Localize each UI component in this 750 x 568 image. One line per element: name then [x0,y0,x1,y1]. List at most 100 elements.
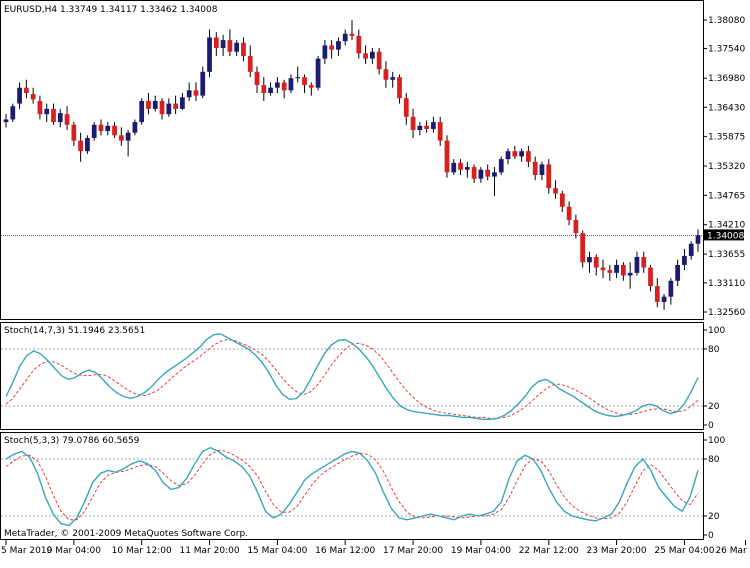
candle [675,259,681,287]
candle [526,145,531,168]
candle [410,108,416,138]
stoch-tick-label: 80 [708,455,720,465]
candle-body [668,280,674,297]
candle-body [51,108,56,123]
candle-body [505,151,511,160]
candle-body [471,167,477,179]
candle-body [71,124,77,141]
candle [356,29,362,59]
candle [98,119,104,136]
stoch-tick-label: 100 [708,326,725,336]
candle [566,201,572,226]
candle [125,130,131,157]
price-tick-label: 1.37540 [708,45,745,55]
price-tick-label: 1.36430 [708,103,745,113]
candle [654,278,660,308]
candle [451,159,457,175]
candle [254,66,260,93]
candle [559,190,565,213]
candle [580,230,586,268]
time-tick-label: 5 Mar 2010 [1,546,53,556]
candle-body [688,243,694,256]
stoch-2-layer: 100 80 20 0 [1,436,725,541]
candle-body [532,161,538,175]
candle [200,66,206,99]
time-tick-label: 9 Mar 04:00 [47,546,102,556]
candle-body [485,169,491,177]
candle-body [620,264,626,276]
candle [152,95,158,112]
candle-body [539,164,545,175]
stoch-panel-2[interactable] [0,432,704,540]
time-tick-label: 15 Mar 04:00 [247,546,307,556]
candle [288,74,294,93]
candle-body [288,78,294,91]
time-tick-label: 11 Mar 20:00 [179,546,239,556]
candle [37,95,43,120]
candle [315,55,321,91]
candle [3,114,9,128]
candle [30,87,36,104]
candle [519,148,524,162]
candle-body [607,270,613,273]
candle [498,156,504,175]
candle-body [559,193,565,207]
candle [464,161,470,178]
candle-body [268,87,273,93]
candle [295,66,301,83]
stoch-panel-1[interactable] [0,322,704,430]
candle-body [132,122,138,133]
candle-body [37,100,43,115]
candle-body [587,256,592,263]
price-tick-label: 1.34765 [708,191,745,201]
candle-body [234,42,240,52]
candle [281,79,287,99]
candle-body [118,135,124,141]
candle-body [512,151,518,157]
time-tick-label: 23 Mar 20:00 [587,546,647,556]
candle-body [315,58,321,88]
symbol-header: EURUSD,H4 1.33749 1.34117 1.33462 1.3400… [4,5,218,15]
candle [492,167,497,197]
candle-body [675,264,681,281]
candle-body [342,33,348,42]
candle [620,262,626,281]
price-panel[interactable] [0,0,704,320]
price-tick-label: 1.34210 [708,221,745,231]
candle-body [152,100,158,109]
candle [369,48,375,64]
candle-body [553,188,558,194]
candle-body [397,77,402,99]
candle-body [654,286,660,302]
candle-body [627,272,633,276]
candle-body [308,85,314,88]
candle [207,29,212,78]
candle-body [57,113,63,123]
candle-body [458,162,463,170]
candle [234,40,240,56]
candle [390,71,396,88]
candle [23,79,29,99]
candle-body [648,267,653,287]
candle [64,106,70,131]
price-tick-label: 1.32560 [708,308,745,318]
candle-body [634,256,640,273]
price-tick-label: 1.35320 [708,162,745,172]
candle-body [146,100,151,109]
candle [607,264,613,281]
candle-body [23,87,29,93]
candle [641,251,647,273]
stoch-tick-label: 0 [708,531,714,541]
candle [322,40,328,64]
candle [478,167,484,183]
candle [132,119,138,136]
candle [349,20,355,41]
candle-body [403,98,409,117]
candles-layer [3,20,701,310]
candle [308,82,314,96]
candle [91,122,97,141]
candle-body [573,219,579,234]
candle [342,29,348,46]
